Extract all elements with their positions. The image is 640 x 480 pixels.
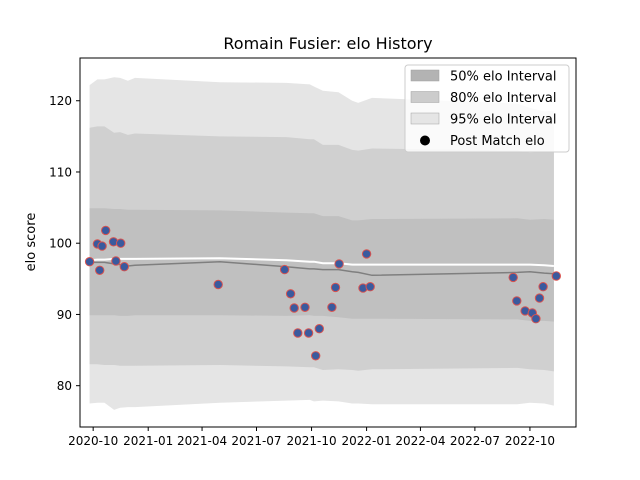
chart-title: Romain Fusier: elo History — [223, 34, 432, 53]
x-tick-label-8: 2022-10 — [505, 434, 555, 448]
y-tick-label-1: 90 — [57, 308, 72, 322]
data-point-28 — [531, 314, 541, 324]
y-tick-label-4: 120 — [49, 94, 72, 108]
data-point-14 — [300, 302, 310, 312]
legend-swatch-2 — [410, 112, 440, 125]
data-point-16 — [311, 351, 321, 361]
legend-box — [404, 64, 570, 153]
y-tick-label-0: 80 — [57, 379, 72, 393]
y-tick-label-2: 100 — [49, 237, 72, 251]
data-point-8 — [119, 262, 130, 272]
legend-marker-3 — [420, 135, 430, 146]
data-point-30 — [538, 282, 548, 292]
data-point-19 — [330, 282, 341, 293]
data-point-7 — [116, 238, 126, 248]
data-point-6 — [111, 256, 121, 266]
plot-area — [84, 77, 561, 410]
data-point-9 — [213, 279, 223, 290]
data-point-10 — [279, 264, 290, 275]
data-point-11 — [285, 289, 296, 299]
data-point-23 — [365, 282, 375, 292]
legend-swatch-0 — [410, 69, 440, 82]
x-tick-label-4: 2021-10 — [286, 434, 336, 448]
data-point-17 — [314, 324, 324, 334]
data-point-0 — [84, 257, 95, 267]
data-point-2 — [95, 265, 105, 275]
legend-label-0: 50% elo Interval — [450, 70, 557, 85]
x-tick-label-1: 2021-01 — [123, 434, 173, 448]
x-tick-label-5: 2022-01 — [342, 434, 392, 448]
legend-label-2: 95% elo Interval — [450, 113, 557, 128]
data-point-13 — [293, 328, 303, 338]
legend: 50% elo Interval 80% elo Interval 95% elo … — [404, 64, 570, 153]
data-point-4 — [101, 225, 111, 236]
y-axis-label: elo score — [24, 213, 39, 272]
x-tick-label-7: 2022-07 — [450, 434, 500, 448]
data-point-31 — [551, 271, 561, 281]
axes-frame — [79, 57, 577, 428]
data-point-12 — [289, 303, 299, 313]
x-tick-label-2: 2021-04 — [177, 434, 227, 448]
legend-label-1: 80% elo Interval — [450, 91, 557, 106]
data-point-15 — [303, 328, 314, 338]
data-point-25 — [512, 296, 522, 306]
data-point-24 — [508, 272, 518, 283]
data-point-22 — [361, 249, 372, 259]
data-point-3 — [97, 241, 107, 251]
band-50 — [89, 208, 554, 322]
x-tick-label-6: 2022-04 — [395, 434, 445, 448]
data-point-29 — [534, 293, 545, 303]
x-tick-label-0: 2020-10 — [68, 434, 118, 448]
y-tick-label-3: 110 — [49, 165, 72, 179]
x-axis-ticks: 2020-10 2021-01 2021-04 2021-07 2021-10 2022-… — [68, 427, 555, 448]
data-point-18 — [327, 302, 337, 312]
y-axis-ticks: 80 90 100 110 120 — [49, 94, 80, 393]
legend-label-3: Post Match elo — [450, 134, 545, 149]
data-point-20 — [334, 259, 344, 269]
x-tick-label-3: 2021-07 — [231, 434, 281, 448]
legend-swatch-1 — [410, 91, 440, 103]
